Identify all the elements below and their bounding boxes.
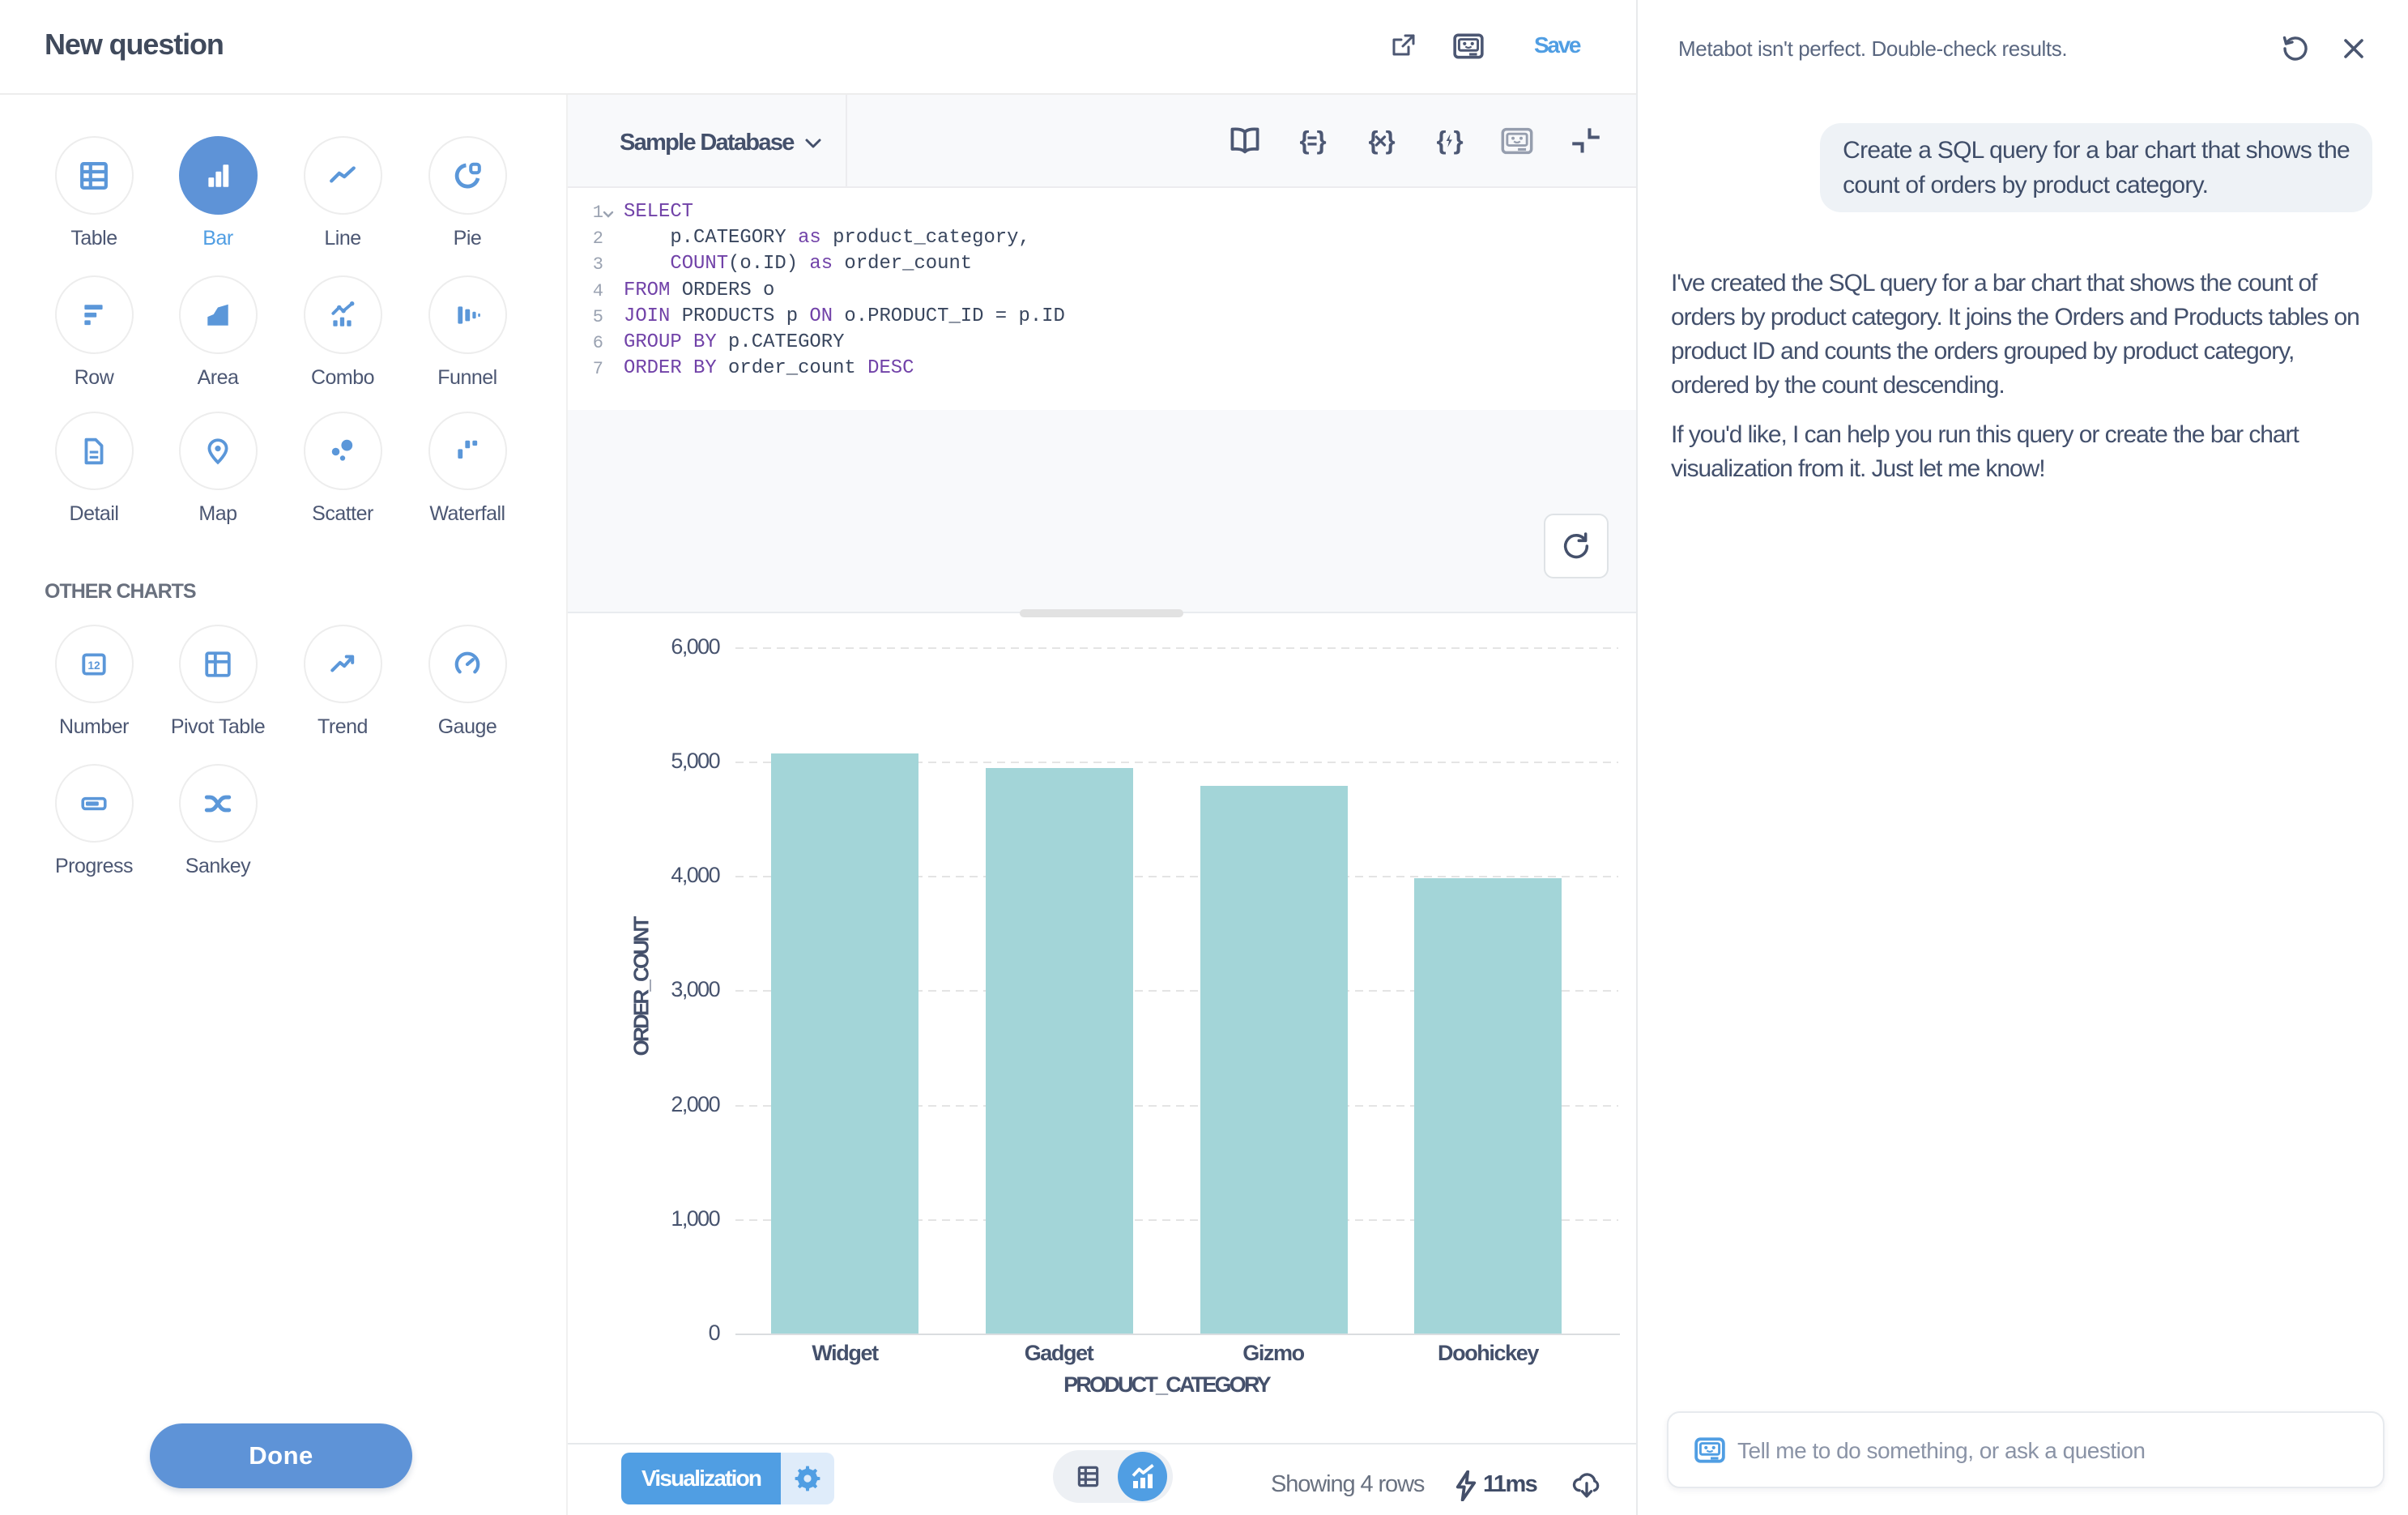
svg-text:}: } [1317, 126, 1327, 155]
svg-text:}: } [1386, 126, 1396, 155]
svg-text:{: { [1436, 126, 1446, 155]
svg-text:{: { [1368, 126, 1378, 155]
svg-text:}: } [1454, 126, 1464, 155]
svg-text:{: { [1299, 126, 1309, 155]
svg-text:12: 12 [87, 659, 100, 671]
